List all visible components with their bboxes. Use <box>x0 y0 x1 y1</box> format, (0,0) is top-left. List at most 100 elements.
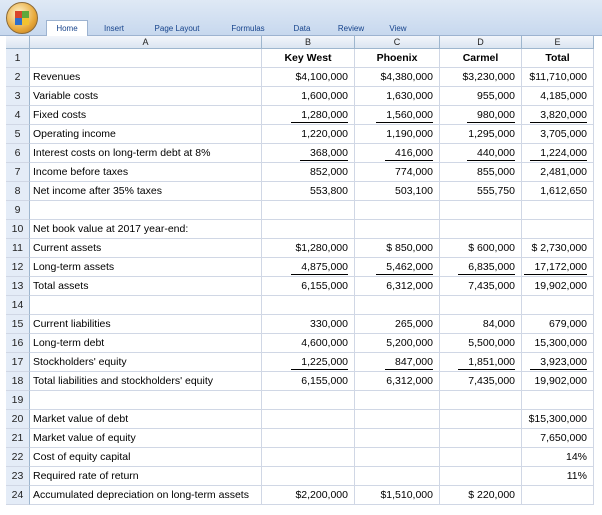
cell[interactable]: 1,295,000 <box>440 125 522 144</box>
cell[interactable] <box>440 448 522 467</box>
row-header[interactable]: 17 <box>6 353 30 372</box>
cell[interactable]: Total liabilities and stockholders' equi… <box>30 372 262 391</box>
cell[interactable] <box>440 220 522 239</box>
cell[interactable]: 7,435,000 <box>440 277 522 296</box>
cell[interactable]: $ 850,000 <box>355 239 440 258</box>
cell[interactable]: 19,902,000 <box>522 372 594 391</box>
cell[interactable] <box>262 296 355 315</box>
row-header[interactable]: 5 <box>6 125 30 144</box>
cell[interactable] <box>355 296 440 315</box>
cell[interactable]: 14% <box>522 448 594 467</box>
cell[interactable]: 1,224,000 <box>522 144 594 163</box>
cell[interactable] <box>30 49 262 68</box>
cell[interactable]: 847,000 <box>355 353 440 372</box>
row-header[interactable]: 11 <box>6 239 30 258</box>
cell[interactable]: 84,000 <box>440 315 522 334</box>
cell[interactable]: $15,300,000 <box>522 410 594 429</box>
cell[interactable]: 6,155,000 <box>262 372 355 391</box>
cell[interactable] <box>440 429 522 448</box>
cell[interactable]: $1,510,000 <box>355 486 440 505</box>
cell[interactable] <box>522 486 594 505</box>
cell[interactable] <box>262 391 355 410</box>
cell[interactable]: 555,750 <box>440 182 522 201</box>
row-header[interactable]: 13 <box>6 277 30 296</box>
ribbon-tab[interactable]: View <box>389 24 407 33</box>
cell[interactable]: Fixed costs <box>30 106 262 125</box>
cell[interactable] <box>440 467 522 486</box>
row-header[interactable]: 6 <box>6 144 30 163</box>
cell[interactable] <box>522 201 594 220</box>
cell[interactable] <box>522 296 594 315</box>
row-header[interactable]: 7 <box>6 163 30 182</box>
cell[interactable] <box>355 201 440 220</box>
ribbon-tab[interactable]: Data <box>293 24 311 33</box>
cell[interactable]: 7,435,000 <box>440 372 522 391</box>
ribbon-tab[interactable]: Formulas <box>231 24 265 33</box>
cell[interactable] <box>440 410 522 429</box>
cell[interactable]: 416,000 <box>355 144 440 163</box>
cell[interactable]: $ 2,730,000 <box>522 239 594 258</box>
cell[interactable]: 503,100 <box>355 182 440 201</box>
cell[interactable] <box>355 467 440 486</box>
cell[interactable] <box>522 391 594 410</box>
cell[interactable] <box>440 391 522 410</box>
cell[interactable]: Market value of equity <box>30 429 262 448</box>
cell[interactable]: $3,230,000 <box>440 68 522 87</box>
cell[interactable] <box>355 410 440 429</box>
row-header[interactable]: 22 <box>6 448 30 467</box>
cell[interactable]: Variable costs <box>30 87 262 106</box>
cell[interactable]: 679,000 <box>522 315 594 334</box>
cell[interactable]: Current assets <box>30 239 262 258</box>
cell[interactable]: 774,000 <box>355 163 440 182</box>
cell[interactable]: 852,000 <box>262 163 355 182</box>
column-header[interactable]: B <box>262 36 355 49</box>
cell[interactable]: 1,220,000 <box>262 125 355 144</box>
cell[interactable]: Carmel <box>440 49 522 68</box>
cell[interactable] <box>30 201 262 220</box>
cell[interactable]: $4,380,000 <box>355 68 440 87</box>
cell[interactable]: $ 220,000 <box>440 486 522 505</box>
row-header[interactable]: 18 <box>6 372 30 391</box>
cell[interactable]: 1,612,650 <box>522 182 594 201</box>
cell[interactable] <box>262 201 355 220</box>
row-header[interactable]: 8 <box>6 182 30 201</box>
cell[interactable]: 553,800 <box>262 182 355 201</box>
row-header[interactable]: 19 <box>6 391 30 410</box>
cell[interactable]: Market value of debt <box>30 410 262 429</box>
ribbon-tab[interactable]: Page Layout <box>154 24 200 33</box>
row-header[interactable]: 3 <box>6 87 30 106</box>
cell[interactable]: 3,923,000 <box>522 353 594 372</box>
cell[interactable]: Long-term assets <box>30 258 262 277</box>
cell[interactable]: 5,200,000 <box>355 334 440 353</box>
cell[interactable]: 6,155,000 <box>262 277 355 296</box>
row-header[interactable]: 10 <box>6 220 30 239</box>
cell[interactable]: Revenues <box>30 68 262 87</box>
ribbon-tab[interactable]: Insert <box>103 24 124 33</box>
cell[interactable]: $11,710,000 <box>522 68 594 87</box>
cell[interactable] <box>522 220 594 239</box>
cell[interactable]: 15,300,000 <box>522 334 594 353</box>
cell[interactable]: 3,705,000 <box>522 125 594 144</box>
cell[interactable]: Cost of equity capital <box>30 448 262 467</box>
row-header[interactable]: 20 <box>6 410 30 429</box>
cell[interactable]: 5,462,000 <box>355 258 440 277</box>
cell[interactable] <box>262 448 355 467</box>
cell[interactable] <box>355 448 440 467</box>
row-header[interactable]: 16 <box>6 334 30 353</box>
cell[interactable]: 1,600,000 <box>262 87 355 106</box>
cell[interactable]: 4,185,000 <box>522 87 594 106</box>
cell[interactable]: Income before taxes <box>30 163 262 182</box>
cell[interactable]: $ 600,000 <box>440 239 522 258</box>
cell[interactable]: Accumulated depreciation on long-term as… <box>30 486 262 505</box>
cell[interactable]: 6,312,000 <box>355 277 440 296</box>
ribbon-tab[interactable]: Review <box>337 24 365 33</box>
cell[interactable]: 1,280,000 <box>262 106 355 125</box>
row-header[interactable]: 1 <box>6 49 30 68</box>
office-button[interactable] <box>6 2 38 34</box>
row-header[interactable]: 24 <box>6 486 30 505</box>
row-header[interactable]: 14 <box>6 296 30 315</box>
cell[interactable]: 6,312,000 <box>355 372 440 391</box>
cell[interactable]: 4,875,000 <box>262 258 355 277</box>
column-header[interactable]: D <box>440 36 522 49</box>
cell[interactable]: Phoenix <box>355 49 440 68</box>
